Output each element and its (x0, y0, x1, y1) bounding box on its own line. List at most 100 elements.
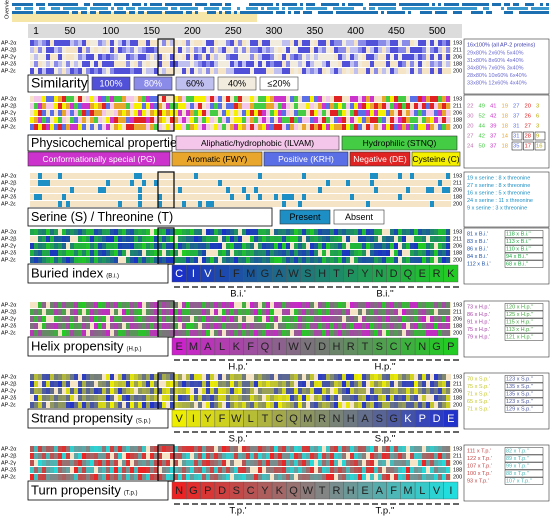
alignment-cell (250, 330, 254, 336)
alignment-cell (74, 61, 78, 67)
alignment-cell (226, 330, 230, 336)
alignment-cell (70, 243, 74, 249)
alignment-cell (138, 173, 142, 179)
alignment-cell (146, 103, 150, 109)
alignment-cell (402, 124, 406, 130)
alignment-cell (342, 330, 346, 336)
alignment-cell (50, 381, 54, 387)
alignment-cell (138, 243, 142, 249)
alignment-cell (374, 187, 378, 193)
alignment-cell (362, 103, 366, 109)
alignment-cell (150, 316, 154, 322)
alignment-cell (138, 229, 142, 235)
overview-segment (516, 3, 519, 6)
alignment-cell (58, 446, 62, 452)
overview-segment (408, 3, 411, 6)
alignment-cell (110, 243, 114, 249)
alignment-cell (98, 243, 102, 249)
alignment-cell (230, 61, 234, 67)
alignment-cell (326, 460, 330, 466)
alignment-cell (218, 374, 222, 380)
alignment-cell (146, 467, 150, 473)
alignment-cell (222, 54, 226, 60)
alignment-cell (186, 229, 190, 235)
alignment-cell (374, 302, 378, 308)
alignment-cell (438, 395, 442, 401)
alignment-cell (290, 395, 294, 401)
alignment-cell (398, 374, 402, 380)
alignment-cell (58, 402, 62, 408)
summary-box (504, 462, 544, 470)
alignment-cell (398, 194, 402, 200)
alignment-cell (194, 309, 198, 315)
alignment-cell (306, 40, 310, 46)
alignment-cell (50, 460, 54, 466)
alignment-cell (182, 388, 186, 394)
alignment-cell (242, 374, 246, 380)
alignment-cell (162, 68, 166, 74)
alignment-cell (106, 229, 110, 235)
alignment-cell (422, 243, 426, 249)
alignment-cell (166, 467, 170, 473)
class-count: 37 (490, 144, 496, 150)
overview-segment (534, 7, 537, 10)
residue-letter: T (319, 485, 326, 497)
alignment-cell (282, 103, 286, 109)
residue-letter: I (449, 485, 452, 497)
alignment-cell (38, 474, 42, 480)
alignment-cell (418, 250, 422, 256)
alignment-cell (82, 54, 86, 60)
alignment-cell (314, 453, 318, 459)
alignment-cell (414, 446, 418, 452)
alignment-cell (142, 388, 146, 394)
alignment-cell (58, 173, 62, 179)
overview-segment (426, 3, 429, 6)
alignment-cell (62, 381, 66, 387)
alignment-cell (438, 309, 442, 315)
alignment-cell (230, 54, 234, 60)
alignment-cell (398, 124, 402, 130)
alignment-cell (226, 40, 230, 46)
alignment-cell (378, 110, 382, 116)
alignment-cell (254, 395, 258, 401)
alignment-cell (226, 61, 230, 67)
alignment-cell (410, 374, 414, 380)
alignment-cell (318, 229, 322, 235)
alignment-cell (86, 47, 90, 53)
alignment-cell (98, 453, 102, 459)
alignment-cell (54, 103, 58, 109)
alignment-cell (426, 323, 430, 329)
overview-segment (132, 11, 135, 14)
alignment-cell (342, 61, 346, 67)
alignment-cell (434, 395, 438, 401)
overview-segment (351, 3, 354, 6)
state-swatch (333, 209, 385, 225)
overview-segment (381, 11, 384, 14)
alignment-cell (210, 446, 214, 452)
alignment-cell (186, 61, 190, 67)
alignment-cell (198, 68, 202, 74)
overview-segment (366, 11, 369, 14)
alignment-cell (30, 117, 34, 123)
alignment-cell (78, 323, 82, 329)
alignment-cell (406, 40, 410, 46)
overview-segment (72, 3, 75, 6)
alignment-cell (374, 257, 378, 263)
scale-summary: 91 x H.p.' (467, 319, 490, 325)
alignment-cell (390, 460, 394, 466)
alignment-cell (130, 180, 134, 186)
alignment-cell (302, 309, 306, 315)
summary-panel (463, 171, 550, 228)
alignment-cell (382, 381, 386, 387)
scale-summary: 121 x H.p.'' (506, 334, 533, 340)
alignment-cell (262, 124, 266, 130)
alignment-cell (110, 61, 114, 67)
alignment-cell (194, 54, 198, 60)
alignment-cell (210, 40, 214, 46)
alignment-cell (354, 302, 358, 308)
alignment-cell (322, 381, 326, 387)
alignment-cell (390, 103, 394, 109)
residue-letter: P (204, 485, 211, 497)
alignment-cell (266, 229, 270, 235)
alignment-cell (190, 124, 194, 130)
